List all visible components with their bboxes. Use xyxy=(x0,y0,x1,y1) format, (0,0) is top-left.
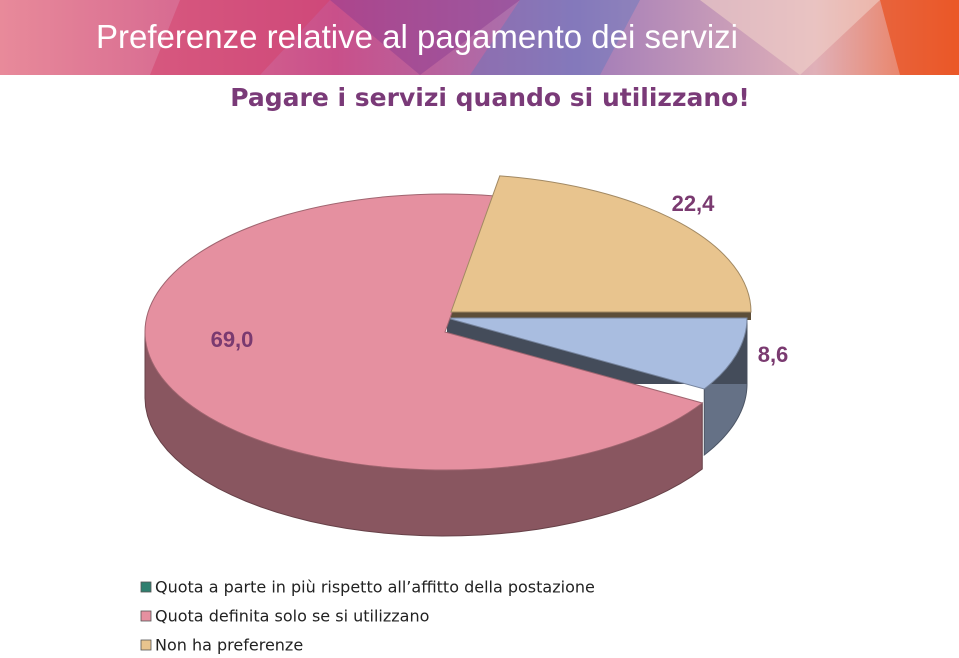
legend-swatch xyxy=(140,610,152,622)
value-label: 69,0 xyxy=(211,327,254,352)
header: Preferenze relative al pagamento dei ser… xyxy=(0,0,959,75)
decor xyxy=(470,0,640,75)
decor xyxy=(150,0,330,75)
decor xyxy=(330,0,520,75)
subtitle: Pagare i servizi quando si utilizzano! xyxy=(230,83,750,112)
legend: Quota a parte in più rispetto all’affitt… xyxy=(140,578,595,655)
legend-label: Non ha preferenze xyxy=(155,636,303,655)
decor xyxy=(880,0,959,75)
legend-label: Quota definita solo se si utilizzano xyxy=(155,607,429,626)
value-label: 22,4 xyxy=(672,191,716,216)
title: Preferenze relative al pagamento dei ser… xyxy=(96,18,738,55)
pie-slice xyxy=(450,175,752,313)
pie-slice xyxy=(144,193,704,471)
pie: 8,6 69,0 22,4 xyxy=(144,175,789,537)
value-label: 8,6 xyxy=(758,342,789,367)
legend-swatch xyxy=(140,639,152,651)
decor xyxy=(700,0,880,75)
pie-slice xyxy=(446,317,748,390)
legend-swatch xyxy=(140,581,152,593)
legend-label: Quota a parte in più rispetto all’affitt… xyxy=(155,578,595,597)
